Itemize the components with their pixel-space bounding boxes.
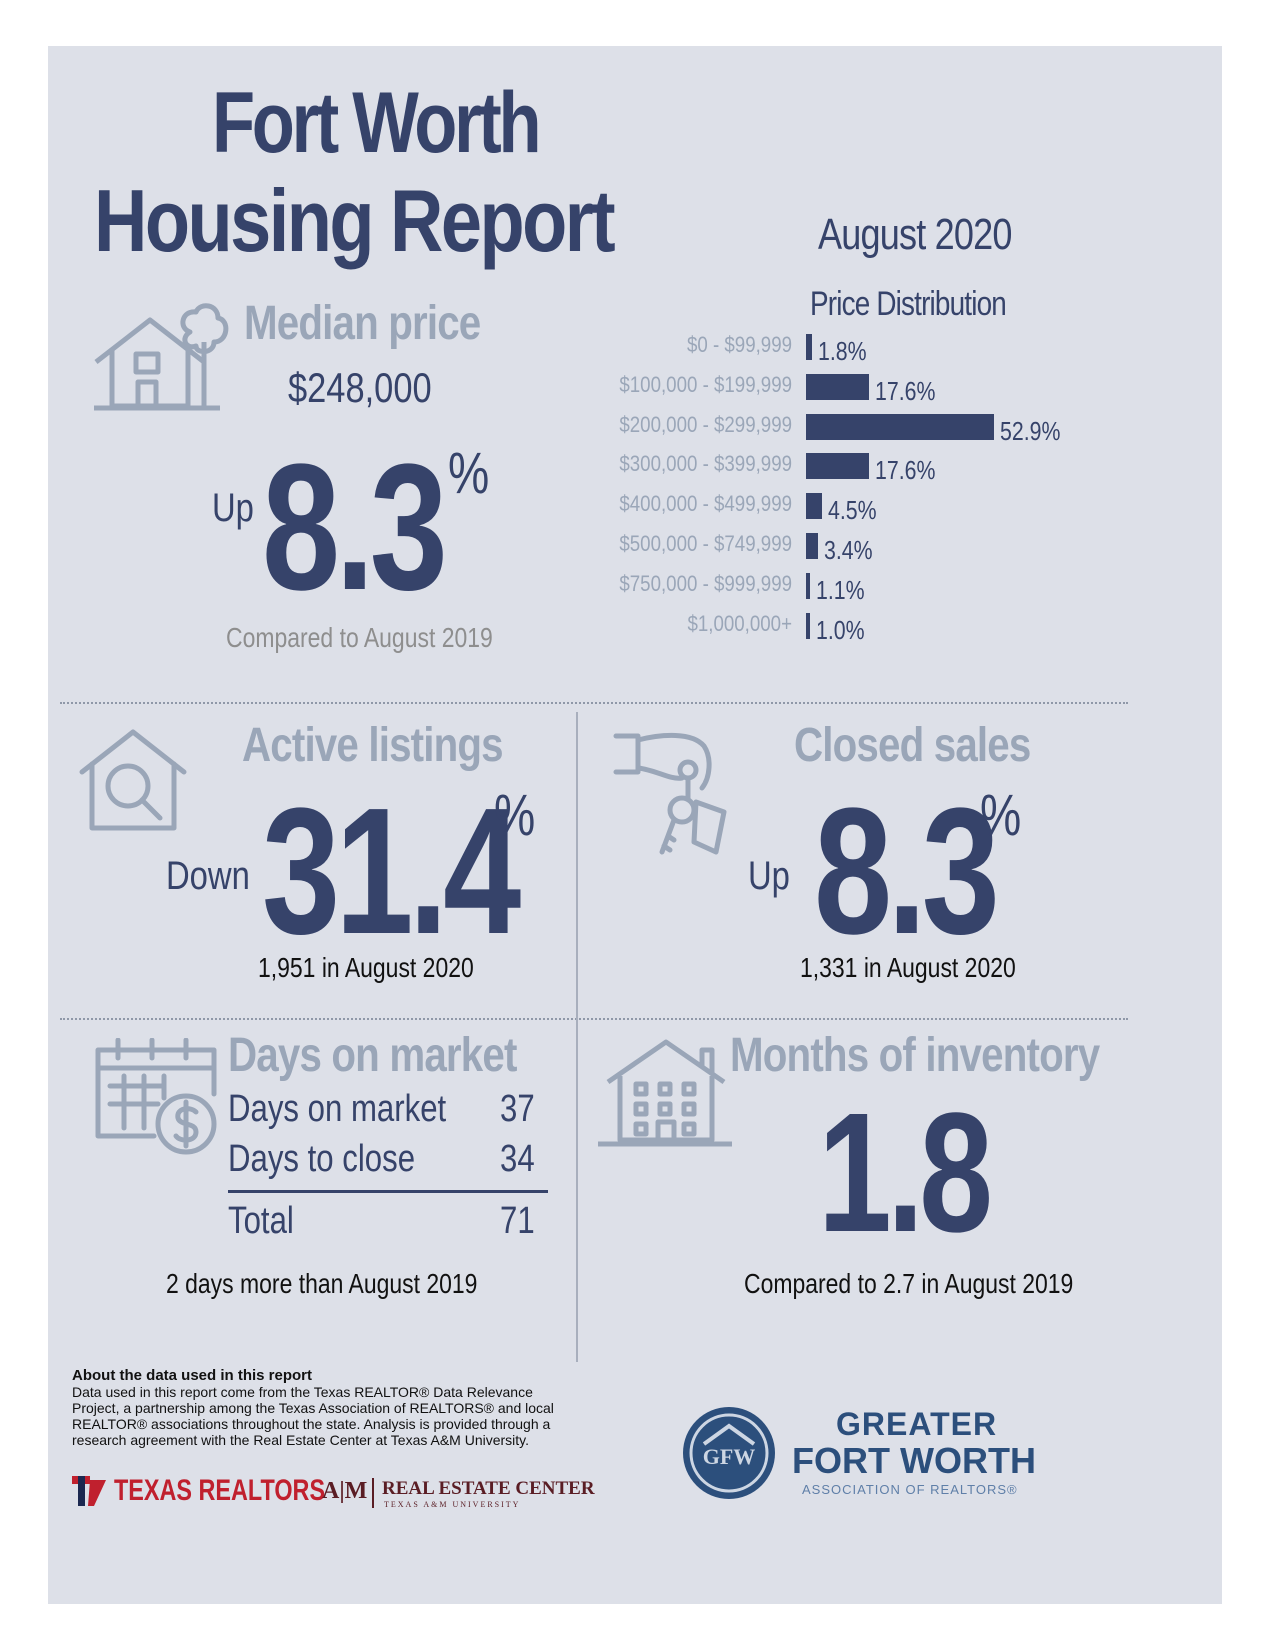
dom-note: 2 days more than August 2019 [166,1268,478,1299]
about-block: About the data used in this report Data … [72,1367,562,1449]
chart-bar [806,493,822,520]
median-pct-sign: % [448,441,490,506]
chart-category-label: $750,000 - $999,999 [619,570,792,596]
median-note: Compared to August 2019 [226,622,493,653]
about-body: Data used in this report come from the T… [72,1384,554,1448]
gfw-monogram: GFW [702,1444,756,1469]
gfw-line-3: ASSOCIATION OF REALTORS® [802,1482,1018,1497]
dom-row-value-0: 37 [500,1088,535,1130]
dom-row-label-0: Days on market [228,1088,447,1130]
sponsor-logos: TEXAS REALTORS A|M REAL ESTATE CENTER TE… [72,1474,595,1514]
gfw-logo: GFW GREATER FORT WORTH ASSOCIATION OF RE… [680,1404,1080,1504]
gfw-line-2: FORT WORTH [792,1440,1036,1481]
chart-category-label: $300,000 - $399,999 [619,451,792,477]
chart-value-label: 1.8% [818,336,867,366]
chart-value-label: 4.5% [827,495,877,526]
chart-bar [806,533,819,559]
chart-category-label: $500,000 - $749,999 [619,531,792,556]
divider-middle [60,1018,1128,1020]
divider-top [60,702,1128,704]
rec-name: REAL ESTATE CENTER [382,1478,595,1499]
closed-direction: Up [748,854,790,898]
chart-value-label: 17.6% [874,455,936,486]
dom-row-label-1: Days to close [228,1138,416,1180]
title-line-1: Fort Worth [212,75,542,171]
active-direction: Down [166,854,250,898]
chart-category-label: $400,000 - $499,999 [619,491,792,517]
closed-note: 1,331 in August 2020 [800,952,1016,983]
chart-category-label: $100,000 - $199,999 [619,371,792,397]
house-search-icon [79,729,187,831]
chart-bar [806,413,994,440]
tamu-mark: A|M [322,1478,368,1504]
median-direction: Up [212,486,254,530]
inventory-heading: Months of inventory [730,1029,1100,1082]
about-heading: About the data used in this report [72,1367,313,1384]
gfw-seal-icon [683,1407,775,1499]
inventory-note: Compared to 2.7 in August 2019 [744,1268,1074,1299]
chart-bar [806,612,810,639]
texas-realtors-name: TEXAS REALTORS [114,1474,326,1507]
active-heading: Active listings [242,719,504,772]
chart-value-label: 17.6% [874,375,936,406]
texas-realtors-logo-icon [72,1476,106,1506]
price-distribution-chart: $0 - $99,999 1.8% $100,000 - $199,999 17.6%… [560,330,1120,650]
chart-bar [806,453,869,480]
gfw-line-1: GREATER [836,1406,998,1442]
hand-key-icon [613,732,727,855]
median-change: 8.3 [262,427,448,628]
median-heading: Median price [244,297,481,350]
divider-vertical [576,712,578,1362]
dom-row-value-1: 34 [500,1138,535,1180]
inventory-value: 1.8 [818,1078,993,1268]
median-price: $248,000 [288,364,432,411]
closed-heading: Closed sales [794,719,1031,772]
logo-separator [372,1478,374,1508]
active-note: 1,951 in August 2020 [258,952,474,983]
dom-total-value: 71 [500,1200,535,1242]
closed-pct-sign: % [980,783,1022,848]
chart-value-label: 3.4% [824,535,873,565]
chart-category-label: $200,000 - $299,999 [619,411,792,437]
chart-bar [806,373,869,400]
chart-category-label: $0 - $99,999 [686,332,792,357]
report-card [48,46,1222,1604]
closed-change: 8.3 [814,771,1000,972]
chart-bar [806,334,813,360]
report-period: August 2020 [818,210,1012,259]
chart-value-label: 1.1% [816,574,865,605]
active-change: 31.4 [262,771,521,972]
chart-value-label: 52.9% [1000,415,1061,446]
active-pct-sign: % [494,783,536,848]
chart-title: Price Distribution [810,285,1007,323]
rec-subtitle: TEXAS A&M UNIVERSITY [384,1500,521,1509]
apartment-building-icon [598,1039,732,1147]
dom-heading: Days on market [228,1029,517,1082]
calendar-dollar-icon [95,1038,217,1155]
title-line-2: Housing Report [94,171,616,270]
chart-category-label: $1,000,000+ [687,610,792,636]
house-tree-icon [94,303,229,411]
chart-bar [806,572,810,599]
chart-value-label: 1.0% [816,614,865,645]
dom-total-rule [228,1190,548,1193]
dom-total-label: Total [228,1200,294,1242]
